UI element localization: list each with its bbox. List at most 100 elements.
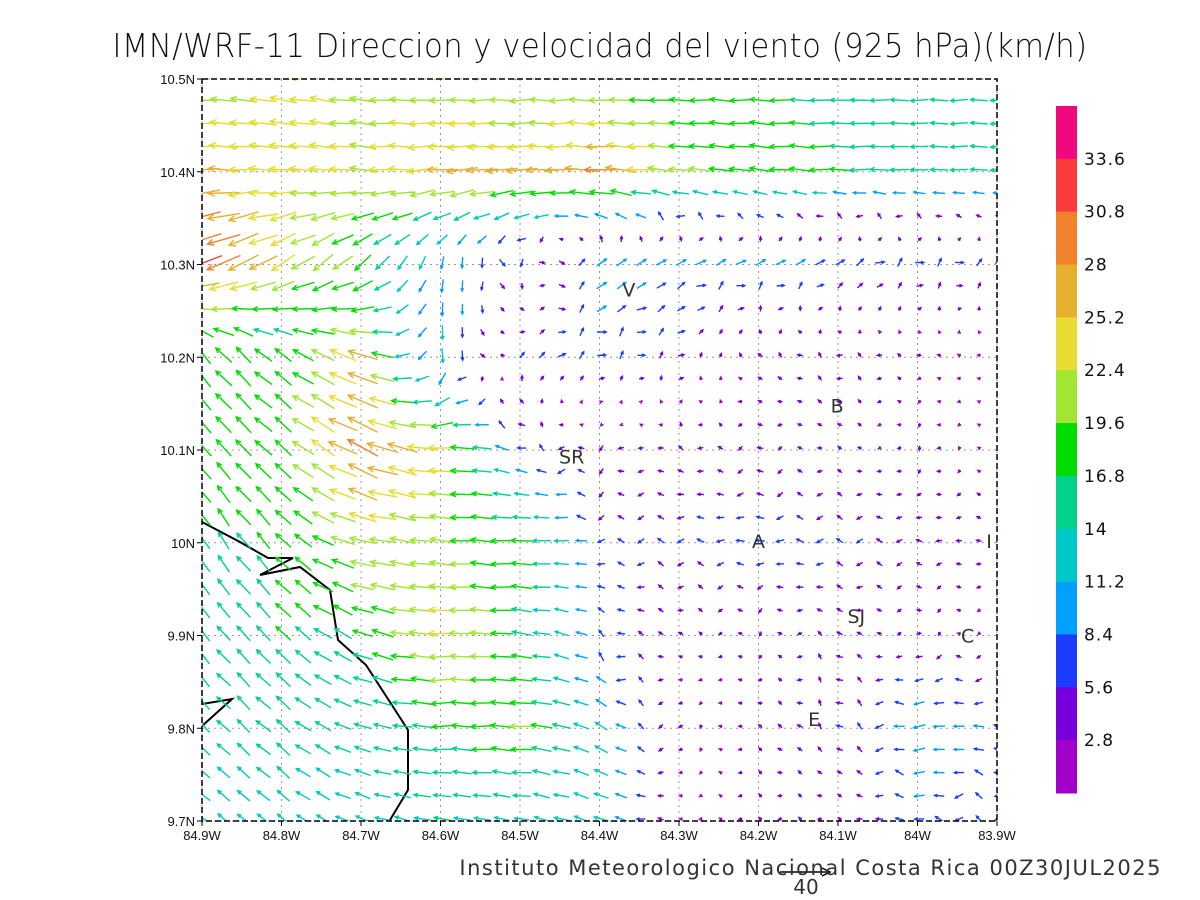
- wind-vector: [353, 745, 372, 753]
- wind-vector: [311, 535, 334, 546]
- wind-vector: [217, 530, 230, 550]
- wind-vector: [895, 538, 903, 543]
- wind-vector: [937, 631, 942, 637]
- wind-vector: [350, 306, 375, 314]
- wind-vector: [677, 747, 683, 752]
- wind-vector: [855, 214, 864, 219]
- wind-vector: [568, 189, 594, 196]
- wind-vector: [269, 232, 297, 246]
- wind-vector: [775, 585, 784, 589]
- wind-vector: [294, 579, 312, 595]
- wind-vector: [755, 259, 767, 266]
- wind-vector: [718, 328, 723, 335]
- wind-vector: [928, 120, 949, 126]
- wind-vector: [736, 585, 744, 589]
- wind-vector: [373, 792, 391, 799]
- wind-vector: [658, 423, 663, 427]
- wind-vector: [596, 258, 608, 267]
- wind-vector: [915, 515, 923, 520]
- wind-vector: [440, 279, 444, 294]
- wind-vector: [836, 584, 843, 590]
- wind-vector: [352, 675, 373, 684]
- wind-vector: [707, 165, 733, 173]
- wind-vector: [372, 306, 392, 313]
- wind-vector: [917, 306, 922, 311]
- wind-vector: [312, 254, 334, 272]
- wind-vector: [908, 97, 929, 104]
- wind-vector: [655, 259, 668, 266]
- wind-vector: [816, 793, 823, 798]
- wind-vector: [795, 259, 807, 266]
- wind-vector: [952, 724, 965, 729]
- wind-vector: [412, 815, 431, 821]
- wind-vector: [657, 304, 666, 313]
- wind-vector: [516, 446, 527, 450]
- wind-vector: [292, 487, 314, 502]
- wind-vector: [347, 487, 378, 501]
- wind-vector: [490, 514, 513, 521]
- wind-vector: [327, 440, 358, 455]
- wind-vector: [676, 538, 685, 544]
- wind-vector: [438, 372, 447, 386]
- wind-vector: [227, 211, 259, 223]
- y-tick-label: 9.9N: [168, 629, 195, 644]
- wind-vector: [236, 671, 251, 688]
- wind-vector: [697, 816, 703, 821]
- wind-vector: [656, 282, 667, 289]
- wind-vector: [428, 190, 455, 198]
- wind-vector: [353, 768, 371, 777]
- wind-vector: [531, 584, 551, 590]
- wind-vector: [856, 631, 863, 636]
- wind-vector: [596, 330, 608, 335]
- wind-vector: [372, 233, 392, 246]
- wind-vector: [788, 119, 811, 126]
- wind-vector: [874, 817, 884, 821]
- wind-vector: [253, 348, 273, 362]
- wind-vector: [331, 281, 354, 291]
- wind-vector: [897, 281, 902, 289]
- wind-vector: [976, 446, 982, 451]
- wind-vector: [657, 584, 664, 590]
- wind-vector: [718, 793, 723, 798]
- wind-vector: [551, 722, 571, 729]
- y-tick-label: 9.8N: [168, 721, 195, 736]
- wind-vector: [215, 719, 231, 733]
- wind-vector: [614, 792, 628, 799]
- wind-vector: [592, 792, 609, 799]
- wind-vector: [735, 561, 745, 566]
- footer-credit: Instituto Meteorologico Nacional Costa R…: [459, 856, 1162, 880]
- wind-vector: [637, 446, 644, 450]
- wind-vector: [848, 144, 870, 150]
- wind-vector: [414, 375, 430, 382]
- wind-vector: [698, 351, 703, 358]
- wind-vector: [796, 747, 803, 752]
- wind-vector: [565, 141, 597, 150]
- wind-vector: [455, 399, 469, 405]
- wind-vector: [637, 330, 648, 334]
- x-axis: 84.9W 84.8W 84.7W 84.6W 84.5W 84.4W 84.3W 84.2W…: [183, 821, 1017, 843]
- wind-vector: [315, 814, 328, 821]
- wind-vector: [908, 144, 929, 150]
- wind-vector: [648, 97, 673, 104]
- wind-vector: [818, 675, 822, 683]
- wind-vector: [310, 327, 335, 335]
- wind-vector: [333, 674, 352, 685]
- wind-vector: [615, 700, 627, 706]
- wind-vector: [593, 745, 609, 754]
- wind-vector: [796, 469, 803, 474]
- wind-vector: [460, 327, 465, 339]
- wind-vector: [931, 190, 946, 195]
- wind-vector: [777, 654, 783, 659]
- wind-vector: [236, 765, 251, 779]
- wind-vector: [877, 329, 882, 335]
- wind-vector: [508, 722, 535, 730]
- wind-vector: [677, 770, 683, 775]
- wind-vector: [855, 793, 863, 798]
- wind-vector: [975, 214, 982, 218]
- wind-vector: [796, 491, 804, 497]
- wind-vector: [216, 601, 231, 619]
- wind-vector: [291, 418, 315, 432]
- wind-vector: [539, 236, 544, 244]
- wind-vector: [975, 585, 982, 589]
- wind-vector: [410, 699, 434, 706]
